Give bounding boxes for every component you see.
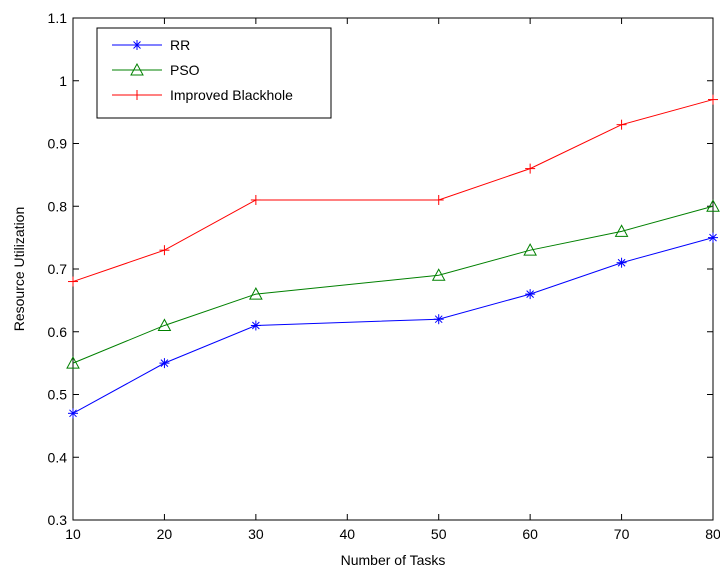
data-point xyxy=(68,276,78,287)
y-tick-label: 0.8 xyxy=(48,198,68,214)
legend: RR PSO Improved Blackhole xyxy=(96,27,332,119)
legend-box xyxy=(96,27,332,119)
data-point xyxy=(708,232,718,243)
x-tick-label: 80 xyxy=(705,526,720,542)
y-tick-label: 1 xyxy=(59,73,67,89)
series-improved-blackhole xyxy=(68,94,718,287)
legend-marker xyxy=(132,40,142,50)
data-point xyxy=(68,408,78,419)
series-group xyxy=(66,94,720,419)
data-point xyxy=(157,318,172,331)
x-tick-label: 70 xyxy=(614,526,630,542)
data-point xyxy=(249,287,263,300)
legend-label: Improved Blackhole xyxy=(170,87,293,103)
y-tick-label: 0.6 xyxy=(48,324,68,340)
data-point xyxy=(616,257,627,268)
x-tick-label: 40 xyxy=(339,526,355,542)
y-axis-label: Resource Utilization xyxy=(11,207,27,332)
data-point xyxy=(250,320,261,331)
data-point xyxy=(66,356,80,369)
y-axis-ticks: 0.3 0.4 0.5 0.6 0.7 0.8 0.9 1 1.1 xyxy=(48,10,713,528)
series-line xyxy=(72,205,714,364)
data-point xyxy=(706,199,720,212)
y-tick-label: 0.9 xyxy=(48,136,68,152)
data-point xyxy=(708,94,718,105)
series-rr xyxy=(68,232,718,419)
legend-item: RR xyxy=(112,37,190,53)
data-point xyxy=(159,245,170,256)
x-axis-ticks: 10 20 30 40 50 60 70 80 xyxy=(65,18,720,542)
data-point xyxy=(525,163,536,174)
data-point xyxy=(525,289,536,300)
data-point xyxy=(433,194,444,205)
y-tick-label: 0.4 xyxy=(48,449,68,465)
series-pso xyxy=(66,199,720,369)
x-tick-label: 30 xyxy=(248,526,264,542)
y-tick-label: 0.7 xyxy=(48,261,68,277)
x-tick-label: 60 xyxy=(522,526,538,542)
legend-marker xyxy=(132,90,142,100)
legend-label: PSO xyxy=(170,62,200,78)
legend-marker xyxy=(130,62,144,76)
legend-item: Improved Blackhole xyxy=(112,87,293,103)
data-point xyxy=(159,358,170,369)
y-tick-label: 0.5 xyxy=(48,387,68,403)
data-point xyxy=(431,268,446,281)
data-point xyxy=(250,194,261,205)
legend-item: PSO xyxy=(112,62,200,78)
data-point xyxy=(616,119,627,130)
y-tick-label: 1.1 xyxy=(48,10,68,26)
data-point xyxy=(523,243,537,256)
x-tick-label: 50 xyxy=(431,526,447,542)
x-axis-label: Number of Tasks xyxy=(341,552,446,568)
data-point xyxy=(614,224,629,237)
x-tick-label: 10 xyxy=(65,526,81,542)
legend-label: RR xyxy=(170,37,190,53)
x-tick-label: 20 xyxy=(157,526,173,542)
data-point xyxy=(433,314,444,325)
y-tick-label: 0.3 xyxy=(48,512,68,528)
